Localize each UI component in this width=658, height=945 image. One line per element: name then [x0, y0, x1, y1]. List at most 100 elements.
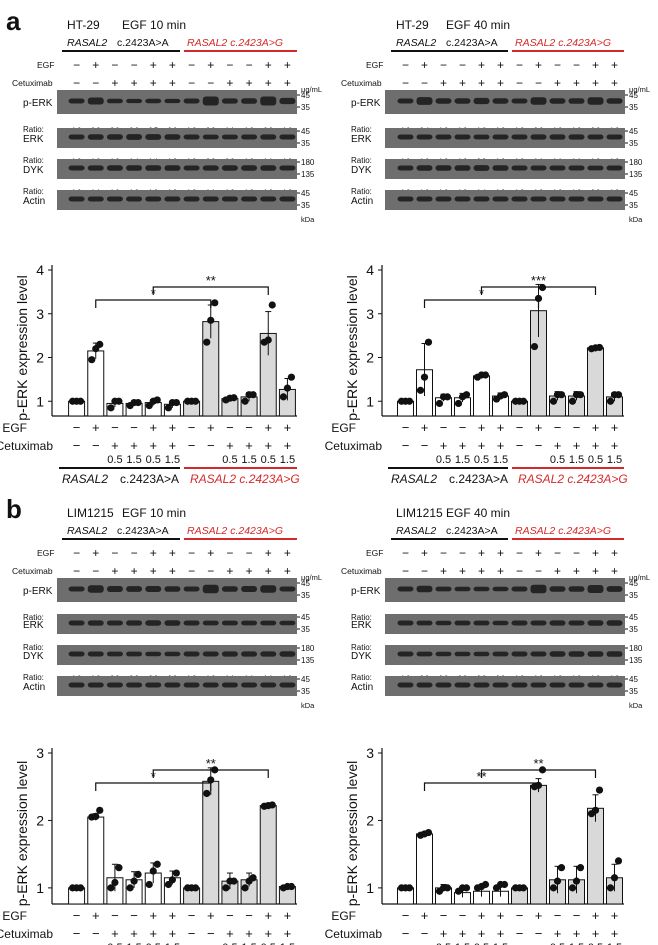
mw-marker: 45 — [301, 613, 310, 622]
blot-band — [183, 196, 200, 202]
ratio-label: Ratio: — [351, 156, 372, 165]
cetuximab-sign: − — [92, 564, 99, 578]
egf-sign: − — [111, 546, 118, 560]
data-point — [283, 384, 292, 392]
blot-band — [568, 134, 585, 140]
cetuximab-sign: + — [169, 76, 176, 90]
data-point — [115, 864, 123, 872]
egf-sign: + — [478, 58, 485, 72]
blot-band — [106, 682, 123, 688]
cetuximab-sign: + — [592, 76, 599, 90]
egf-axis-sign: − — [516, 420, 524, 435]
cetuximab-sign: + — [265, 564, 272, 578]
blot-band — [202, 651, 219, 657]
data-point — [230, 394, 238, 402]
blot-band — [587, 585, 604, 593]
egf-sign: + — [421, 546, 428, 560]
blot-band — [221, 134, 238, 140]
blot-band — [126, 682, 143, 688]
data-point — [405, 884, 414, 892]
data-point — [557, 391, 566, 399]
egf-sign: − — [516, 58, 523, 72]
data-point — [576, 391, 585, 399]
blot-band — [606, 651, 623, 657]
cetuximab-sign: + — [573, 76, 580, 90]
blot-band — [492, 586, 509, 592]
egf-sign: + — [611, 546, 618, 560]
data-point — [76, 397, 85, 405]
axis-dose-label: 1.5 — [280, 942, 295, 945]
egf-sign: + — [150, 58, 157, 72]
mw-marker: 35 — [629, 139, 638, 148]
panel-3: b LIM1215 EGF 10 min RASAL2 c.2423A>A RASAL2 … — [0, 494, 322, 945]
axis-dose-label: 0.5 — [261, 454, 276, 466]
blot-band — [511, 165, 528, 171]
data-point — [519, 397, 528, 405]
egf-axis-sign: + — [421, 908, 429, 923]
egf-sign: − — [554, 546, 561, 560]
blot-band — [397, 620, 414, 626]
cetuximab-sign: + — [611, 76, 618, 90]
data-point — [241, 397, 249, 405]
blot-band — [492, 196, 509, 202]
blot-band — [606, 98, 623, 104]
egf-axis-sign: − — [188, 908, 196, 923]
y-tick-label: 1 — [36, 393, 44, 409]
blot-band — [279, 586, 296, 592]
blot-band — [279, 134, 296, 140]
blot-band — [530, 651, 547, 657]
significance-bracket — [423, 299, 540, 308]
egf-sign: + — [169, 58, 176, 72]
mw-marker: 45 — [629, 127, 638, 136]
significance-bracket — [152, 769, 269, 778]
egf-axis-sign: − — [73, 908, 81, 923]
cetuximab-sign: + — [497, 76, 504, 90]
cetuximab-axis-sign: + — [149, 438, 157, 453]
blot-band — [164, 620, 181, 626]
egf-sign: + — [284, 546, 291, 560]
data-point — [134, 870, 142, 878]
blot-band — [587, 165, 604, 171]
blot-band — [568, 620, 585, 626]
blot-band — [221, 165, 238, 171]
cetuximab-sign: + — [478, 76, 485, 90]
blot-band — [530, 620, 547, 626]
egf-axis-sign: + — [421, 420, 429, 435]
genotype-label-wt: RASAL2 — [67, 37, 107, 49]
egf-axis-sign: − — [459, 908, 467, 923]
data-point — [76, 884, 85, 892]
data-point — [557, 864, 566, 872]
axis-dose-label: 0.5 — [107, 454, 122, 466]
blot-band — [260, 585, 277, 593]
egf-axis-sign: + — [169, 908, 177, 923]
blot-band — [473, 682, 490, 688]
data-point — [462, 391, 471, 399]
blot-band — [397, 134, 414, 140]
blot-band — [530, 165, 547, 171]
axis-dose-label: 1.5 — [455, 942, 470, 945]
cetuximab-sign: − — [207, 564, 214, 578]
blot-band — [416, 651, 433, 657]
cetuximab-axis-sign: + — [245, 926, 253, 941]
y-tick-label: 1 — [36, 880, 44, 896]
egf-axis-label: EGF — [331, 421, 356, 435]
blot-band — [473, 196, 490, 202]
blot-band — [454, 682, 471, 688]
blot-band — [587, 196, 604, 202]
egf-sign: + — [611, 58, 618, 72]
cetuximab-axis-sign: − — [535, 438, 543, 453]
blot-band — [87, 682, 104, 688]
mw-marker: 35 — [301, 687, 310, 696]
cetuximab-axis-sign: + — [149, 926, 157, 941]
band-name: p-ERK — [351, 98, 381, 109]
blot-band — [241, 165, 258, 171]
blot-band — [435, 165, 452, 171]
blot-band — [492, 682, 509, 688]
blot-band — [587, 620, 604, 626]
mw-marker: 45 — [301, 127, 310, 136]
cetuximab-axis-label: Cetuximab — [0, 927, 53, 941]
egf-sign: − — [188, 58, 195, 72]
cetuximab-axis-sign: + — [111, 926, 119, 941]
blot-band — [145, 134, 162, 140]
